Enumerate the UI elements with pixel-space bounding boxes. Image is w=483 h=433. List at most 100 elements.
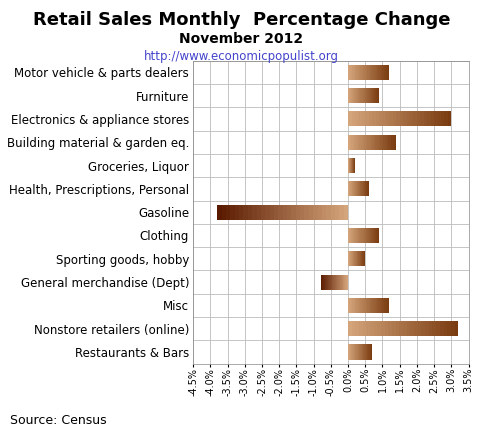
Bar [386,135,388,150]
Bar [373,228,374,243]
Bar [334,275,335,290]
Bar [335,275,336,290]
Bar [362,298,363,313]
Bar [385,135,386,150]
Bar [352,111,355,126]
Bar [355,321,359,336]
Bar [340,275,341,290]
Bar [455,321,458,336]
Bar [403,321,407,336]
Bar [362,181,363,197]
Bar [362,65,363,80]
Bar [389,111,393,126]
Bar [356,88,357,103]
Bar [349,228,350,243]
Bar [367,321,370,336]
Bar [374,298,376,313]
Bar [393,111,396,126]
Bar [376,65,377,80]
Bar [348,88,349,103]
Bar [359,65,360,80]
Bar [366,65,368,80]
Bar [399,321,403,336]
Bar [365,111,369,126]
Bar [371,345,372,360]
Bar [328,275,329,290]
Bar [360,65,362,80]
Bar [363,181,364,197]
Bar [350,181,351,197]
Bar [364,135,366,150]
Bar [363,321,367,336]
Bar [370,228,371,243]
Bar [323,275,324,290]
Bar [360,88,361,103]
Bar [414,321,418,336]
Bar [287,204,291,220]
Bar [360,251,361,266]
Bar [348,321,352,336]
Bar [388,65,389,80]
Bar [351,135,353,150]
Bar [359,298,360,313]
Bar [357,345,358,360]
Bar [359,345,360,360]
Bar [364,228,365,243]
Bar [400,111,403,126]
Bar [436,321,440,336]
Bar [438,111,441,126]
Bar [371,88,372,103]
Bar [357,251,358,266]
Bar [407,321,411,336]
Bar [371,228,372,243]
Bar [368,181,369,197]
Bar [371,65,373,80]
Bar [358,298,359,313]
Bar [356,251,357,266]
Bar [379,111,383,126]
Bar [369,65,370,80]
Bar [363,251,364,266]
Bar [248,204,252,220]
Bar [380,298,381,313]
Bar [365,298,366,313]
Bar [363,345,364,360]
Bar [351,228,352,243]
Bar [391,135,393,150]
Bar [296,204,300,220]
Bar [362,345,363,360]
Bar [362,111,365,126]
Bar [424,111,427,126]
Bar [375,88,376,103]
Bar [372,228,373,243]
Bar [350,135,351,150]
Bar [366,345,367,360]
Bar [371,298,373,313]
Bar [356,298,358,313]
Bar [361,251,362,266]
Bar [376,88,377,103]
Bar [418,321,422,336]
Bar [332,275,333,290]
Bar [396,111,400,126]
Bar [368,298,369,313]
Bar [355,88,356,103]
Bar [321,275,322,290]
Bar [407,111,410,126]
Bar [377,228,378,243]
Bar [413,111,417,126]
Text: November 2012: November 2012 [180,32,303,46]
Bar [336,275,337,290]
Bar [359,88,360,103]
Bar [368,345,369,360]
Bar [385,65,386,80]
Bar [357,228,358,243]
Bar [376,298,377,313]
Bar [252,204,256,220]
Bar [348,345,349,360]
Bar [348,111,352,126]
Bar [265,204,270,220]
Bar [345,275,346,290]
Bar [274,204,278,220]
Bar [355,111,358,126]
